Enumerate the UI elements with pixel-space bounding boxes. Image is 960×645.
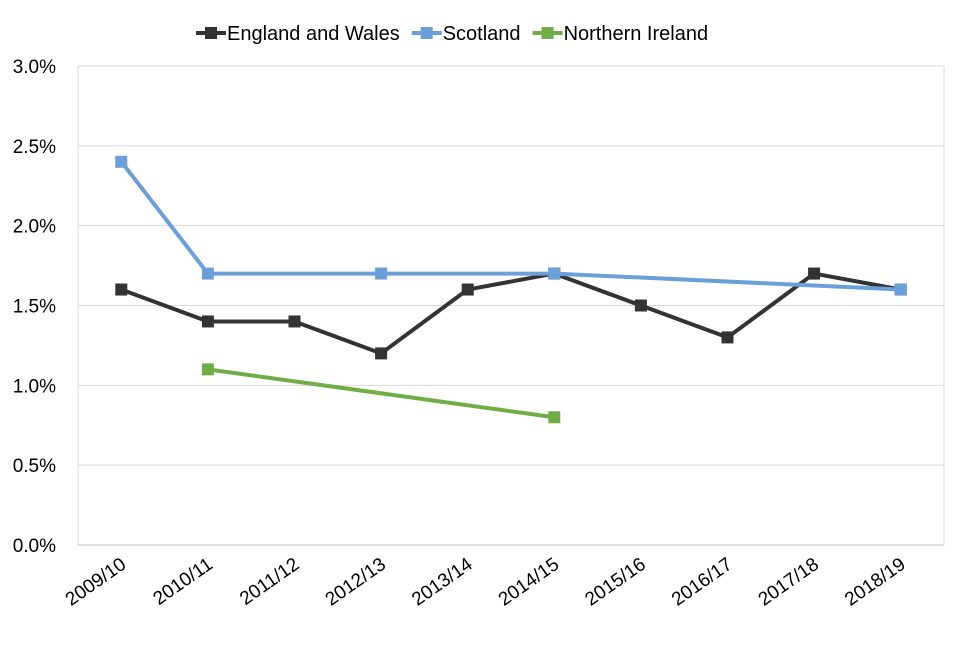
x-tick-label: 2009/10: [62, 554, 130, 611]
data-point: [548, 411, 561, 424]
y-tick-label: 0.0%: [13, 536, 56, 557]
data-point: [288, 315, 301, 328]
x-tick-label: 2014/15: [495, 554, 563, 611]
x-tick-label: 2012/13: [322, 554, 390, 611]
data-point: [808, 267, 821, 280]
y-tick-label: 3.0%: [13, 57, 56, 78]
legend-label: Northern Ireland: [564, 23, 709, 45]
data-point: [201, 267, 214, 280]
x-tick-label: 2016/17: [668, 554, 736, 611]
legend-label: England and Wales: [227, 23, 400, 45]
x-tick-label: 2013/14: [408, 554, 477, 611]
data-point: [721, 331, 734, 344]
y-tick-label: 2.5%: [13, 137, 56, 158]
y-tick-label: 0.5%: [13, 456, 56, 477]
data-point: [894, 283, 907, 296]
data-point: [461, 283, 474, 296]
x-tick-label: 2018/19: [841, 554, 909, 611]
x-tick-label: 2011/12: [236, 554, 303, 610]
series-line: [120, 271, 902, 356]
data-point: [634, 299, 647, 312]
x-tick-label: 2015/16: [581, 554, 649, 611]
x-tick-label: 2010/11: [150, 554, 217, 610]
data-point: [115, 283, 128, 296]
series-line: [207, 367, 555, 420]
data-point: [375, 267, 388, 280]
data-point: [548, 267, 561, 280]
data-point: [201, 315, 214, 328]
legend-marker: [541, 27, 554, 39]
x-tick-label: 2017/18: [755, 554, 823, 611]
y-tick-label: 1.5%: [13, 297, 56, 318]
data-point: [201, 363, 214, 376]
data-point: [375, 347, 388, 360]
legend-marker: [205, 27, 217, 39]
y-tick-label: 2.0%: [13, 217, 56, 238]
legend-marker: [420, 27, 433, 39]
data-point: [115, 155, 128, 168]
y-tick-label: 1.0%: [13, 376, 56, 397]
legend-label: Scotland: [443, 23, 521, 45]
